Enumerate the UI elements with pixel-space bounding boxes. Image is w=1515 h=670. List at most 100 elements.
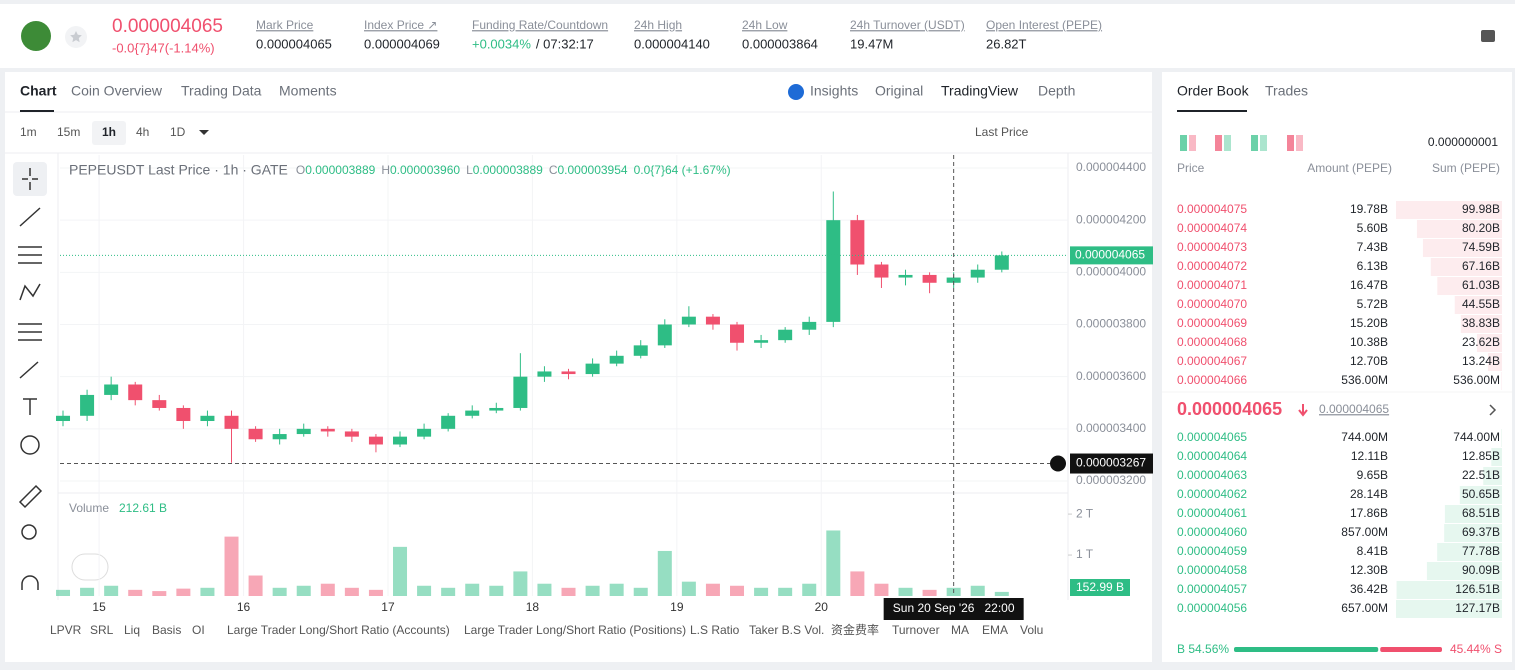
ob-price[interactable]: 0.000004071 [1177,278,1247,292]
indicator-tab[interactable]: Liq [124,623,140,637]
fib-tool[interactable] [18,323,42,341]
x-tick-label: 18 [526,600,540,614]
dropdown-arrow[interactable] [199,130,209,135]
indicator-tab[interactable]: Large Trader Long/Short Ratio (Positions… [464,623,686,637]
indicator-tab[interactable]: LPVR [50,623,82,637]
indicator-tab[interactable]: Large Trader Long/Short Ratio (Accounts) [227,623,450,637]
indicator-tab[interactable]: Taker B.S Vol. [749,623,824,637]
ruler-tool[interactable] [18,484,43,509]
last-price-tag [1070,246,1153,265]
volume-bar [104,585,119,596]
interval[interactable]: 1m [20,125,37,139]
ob-price[interactable]: 0.000004062 [1177,487,1247,501]
ob-price[interactable]: 0.000004059 [1177,544,1247,558]
interval[interactable]: 15m [57,125,80,139]
ob-price[interactable]: 0.000004073 [1177,240,1247,254]
interval[interactable]: 1D [170,125,186,139]
chart-tab[interactable]: Moments [279,83,337,99]
tv-logo[interactable] [71,553,109,581]
ob-tab[interactable]: Trades [1265,83,1308,99]
indicator-tab[interactable]: MA [951,623,969,637]
ob-price[interactable]: 0.000004065 [1177,430,1247,444]
candle-body [994,255,1009,270]
ob-price[interactable]: 0.000004058 [1177,563,1247,577]
depth-bar [1476,334,1502,352]
indicator-tab[interactable]: EMA [982,623,1008,637]
ob-price[interactable]: 0.000004069 [1177,316,1247,330]
insights-icon[interactable] [788,84,804,100]
ob-price[interactable]: 0.000004074 [1177,221,1247,235]
ob-price[interactable]: 0.000004057 [1177,582,1247,596]
ob-mark-price: 0.000004065 [1319,402,1389,416]
chart-tab[interactable]: Coin Overview [71,83,163,99]
volume-bar [200,587,215,596]
indicator-tab[interactable]: SRL [90,623,114,637]
layout-icon[interactable] [1287,135,1294,151]
indicator-tab[interactable]: 资金费率 [831,622,879,637]
view-tab[interactable]: TradingView [941,83,1019,99]
ob-price[interactable]: 0.000004070 [1177,297,1247,311]
ob-price[interactable]: 0.000004064 [1177,449,1247,463]
add-alert[interactable] [1050,455,1066,472]
volume-bar [296,585,311,596]
indicator-tab[interactable]: Turnover [892,623,940,637]
depth-bar [1487,353,1502,371]
pattern-tool[interactable] [19,283,41,301]
stat-label: Open Interest (PEPE) [986,18,1102,32]
ob-price[interactable]: 0.000004060 [1177,525,1247,539]
layout-icon[interactable] [1260,135,1267,151]
text-tool[interactable] [23,398,37,415]
chart-tab[interactable]: Trading Data [181,83,262,99]
layout-icon[interactable] [1189,135,1196,151]
view-tab[interactable]: Original [875,83,923,99]
ob-price[interactable]: 0.000004075 [1177,202,1247,216]
layout-icon[interactable] [1251,135,1258,151]
ob-price[interactable]: 0.000004061 [1177,506,1247,520]
candle-body [56,415,71,422]
layout-icon[interactable] [1180,135,1187,151]
depth-bar [1444,524,1502,542]
line-tool[interactable] [19,207,41,227]
ob-price[interactable]: 0.000004072 [1177,259,1247,273]
ob-price[interactable]: 0.000004068 [1177,335,1247,349]
ob-tab[interactable]: Order Book [1177,83,1250,99]
ob-mid-price: 0.000004065 [1177,399,1282,419]
channel-tool[interactable] [18,246,42,264]
ob-sum: 23.62B [1462,335,1500,349]
view-tab[interactable]: Insights [810,83,858,99]
chevron[interactable] [1489,404,1497,416]
price-source[interactable]: Last Price [975,125,1029,139]
precision[interactable]: 0.000000001 [1428,135,1498,149]
candle-body [224,415,239,429]
emoji-tool[interactable] [20,435,40,455]
magnet-tool[interactable] [21,575,39,590]
volume-bar [778,587,793,596]
ob-amount: 6.13B [1357,259,1388,273]
ob-price[interactable]: 0.000004066 [1177,373,1247,387]
layout-icon[interactable] [1215,135,1222,151]
volume-bar [344,587,359,596]
ob-price[interactable]: 0.000004056 [1177,601,1247,615]
crosshair-tool[interactable] [22,168,38,190]
tool-active[interactable] [13,162,47,196]
volume-bar [874,583,889,596]
depth-bar [1459,486,1502,504]
indicator-tab[interactable]: Basis [152,623,181,637]
layout-icon[interactable] [1224,135,1231,151]
candle-body [417,428,432,437]
last-price: 0.000004065 [112,16,223,37]
layout-icon[interactable] [1296,135,1303,151]
view-tab[interactable]: Depth [1038,83,1075,99]
ob-price[interactable]: 0.000004067 [1177,354,1247,368]
indicator-tab[interactable]: OI [192,623,205,637]
header-icon[interactable] [1481,30,1495,42]
zoom-tool[interactable] [21,524,37,540]
chart-tab[interactable]: Chart [20,83,57,99]
candle-body [633,345,648,356]
interval[interactable]: 4h [136,125,149,139]
brush-tool[interactable] [19,361,39,379]
ob-price[interactable]: 0.000004063 [1177,468,1247,482]
indicator-tab[interactable]: Volu [1020,623,1043,637]
interval[interactable]: 1h [102,125,116,139]
indicator-tab[interactable]: L.S Ratio [690,623,740,637]
